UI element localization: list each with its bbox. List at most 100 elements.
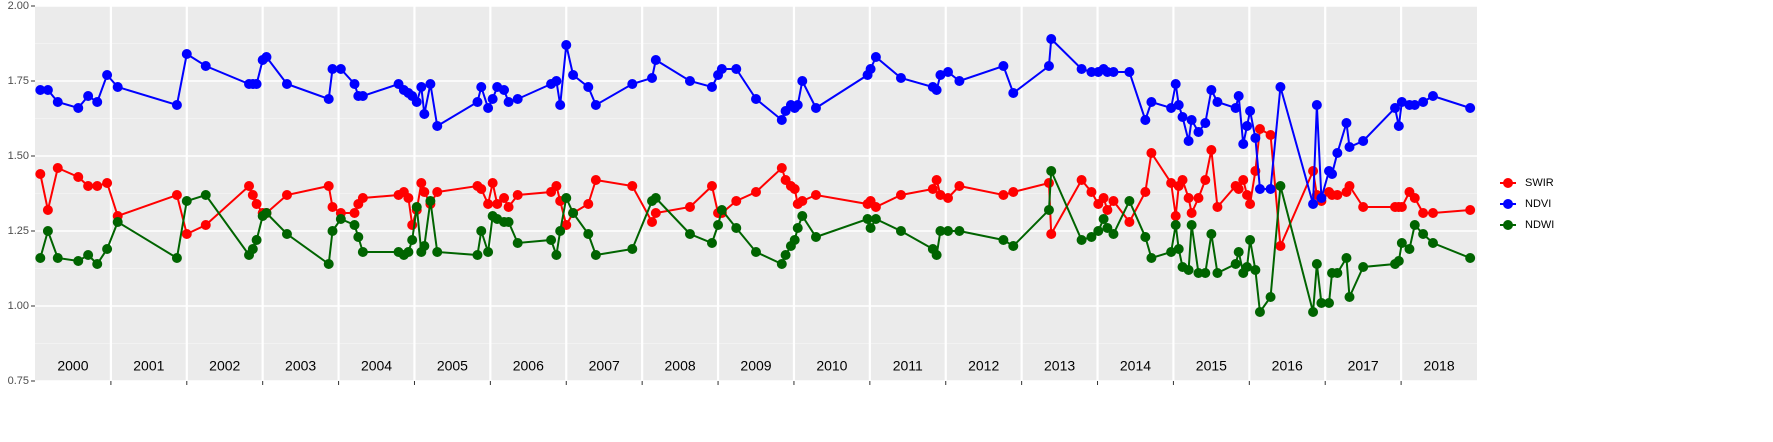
data-point bbox=[751, 187, 761, 197]
data-point bbox=[1265, 130, 1276, 140]
legend-key-point bbox=[1503, 220, 1513, 230]
data-point bbox=[181, 196, 192, 206]
data-point bbox=[42, 226, 53, 236]
data-point bbox=[1238, 175, 1249, 185]
data-point bbox=[1046, 34, 1057, 44]
data-point bbox=[561, 220, 572, 230]
data-point bbox=[862, 214, 873, 224]
data-point bbox=[492, 199, 503, 209]
data-point bbox=[1043, 178, 1054, 188]
data-point bbox=[1086, 232, 1097, 242]
data-point bbox=[895, 226, 906, 236]
data-point bbox=[776, 259, 787, 269]
data-point bbox=[1212, 268, 1223, 278]
data-point bbox=[1418, 97, 1429, 107]
data-point bbox=[102, 70, 113, 80]
data-point bbox=[503, 202, 514, 212]
data-point bbox=[1344, 292, 1355, 302]
data-point bbox=[1245, 199, 1256, 209]
legend-label: NDVI bbox=[1525, 198, 1551, 210]
data-point bbox=[776, 115, 787, 125]
data-point bbox=[935, 226, 946, 236]
data-point bbox=[73, 256, 84, 266]
data-point bbox=[551, 76, 562, 86]
data-point bbox=[954, 181, 965, 191]
data-point bbox=[1332, 190, 1343, 200]
data-point bbox=[1046, 229, 1057, 239]
data-point bbox=[792, 100, 803, 110]
data-point bbox=[42, 205, 53, 215]
data-point bbox=[1242, 190, 1253, 200]
data-point bbox=[1166, 247, 1177, 257]
data-point bbox=[1393, 121, 1404, 131]
data-point bbox=[323, 94, 334, 104]
data-point bbox=[1108, 67, 1119, 77]
data-point bbox=[870, 52, 881, 62]
data-point bbox=[83, 181, 94, 191]
data-point bbox=[357, 193, 368, 203]
data-point bbox=[200, 220, 211, 230]
data-point bbox=[627, 244, 638, 254]
data-point bbox=[281, 79, 292, 89]
data-point bbox=[1409, 100, 1420, 110]
data-point bbox=[1008, 187, 1019, 197]
year-label: 2016 bbox=[1272, 358, 1303, 374]
data-point bbox=[357, 91, 368, 101]
year-label: 2007 bbox=[589, 358, 620, 374]
data-point bbox=[650, 55, 661, 65]
data-point bbox=[1008, 88, 1019, 98]
data-point bbox=[647, 217, 658, 227]
data-point bbox=[512, 238, 523, 248]
data-point bbox=[998, 235, 1009, 245]
data-point bbox=[1344, 181, 1355, 191]
data-point bbox=[357, 247, 368, 257]
data-point bbox=[247, 190, 258, 200]
data-point bbox=[425, 79, 436, 89]
data-point bbox=[483, 199, 494, 209]
data-point bbox=[353, 232, 364, 242]
data-point bbox=[73, 172, 84, 182]
data-point bbox=[1200, 175, 1211, 185]
data-point bbox=[1186, 220, 1197, 230]
data-point bbox=[335, 214, 346, 224]
data-point bbox=[1396, 97, 1407, 107]
data-point bbox=[1245, 235, 1256, 245]
data-point bbox=[1465, 253, 1476, 263]
data-point bbox=[200, 61, 211, 71]
data-point bbox=[1396, 202, 1407, 212]
data-point bbox=[1076, 64, 1087, 74]
y-tick-label: 1.25 bbox=[8, 225, 29, 237]
data-point bbox=[1008, 241, 1019, 251]
data-point bbox=[244, 181, 255, 191]
data-point bbox=[181, 229, 192, 239]
data-point bbox=[583, 229, 594, 239]
data-point bbox=[419, 109, 430, 119]
data-point bbox=[1358, 262, 1369, 272]
data-point bbox=[251, 79, 262, 89]
data-point bbox=[1166, 178, 1177, 188]
data-point bbox=[181, 49, 192, 59]
legend-label: SWIR bbox=[1525, 177, 1554, 189]
data-point bbox=[349, 79, 360, 89]
year-label: 2012 bbox=[968, 358, 999, 374]
data-point bbox=[1427, 208, 1438, 218]
data-point bbox=[895, 73, 906, 83]
data-point bbox=[810, 103, 821, 113]
data-point bbox=[1086, 187, 1097, 197]
data-point bbox=[1140, 232, 1151, 242]
data-point bbox=[943, 193, 954, 203]
data-point bbox=[411, 97, 422, 107]
data-point bbox=[1193, 127, 1204, 137]
data-point bbox=[1233, 91, 1244, 101]
data-point bbox=[927, 184, 938, 194]
data-point bbox=[1076, 235, 1087, 245]
data-point bbox=[407, 235, 418, 245]
data-point bbox=[1093, 226, 1104, 236]
data-point bbox=[870, 202, 881, 212]
data-point bbox=[555, 100, 566, 110]
data-point bbox=[35, 85, 46, 95]
data-point bbox=[706, 181, 717, 191]
data-point bbox=[931, 175, 942, 185]
data-point bbox=[931, 85, 942, 95]
data-point bbox=[1418, 229, 1429, 239]
